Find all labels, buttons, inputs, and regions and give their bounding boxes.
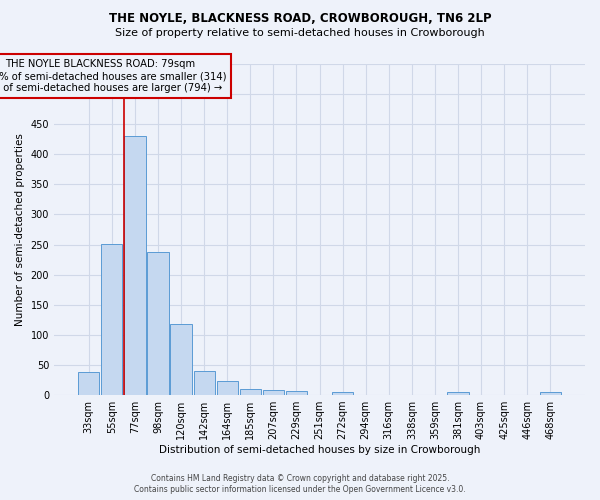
Bar bbox=[78, 372, 100, 395]
Y-axis label: Number of semi-detached properties: Number of semi-detached properties bbox=[15, 133, 25, 326]
Bar bbox=[286, 392, 307, 395]
Bar bbox=[148, 252, 169, 395]
Bar bbox=[332, 392, 353, 395]
Bar bbox=[448, 392, 469, 395]
Bar bbox=[239, 389, 261, 395]
Bar bbox=[263, 390, 284, 395]
Bar bbox=[124, 136, 146, 395]
Bar bbox=[101, 244, 122, 395]
Text: THE NOYLE BLACKNESS ROAD: 79sqm
← 27% of semi-detached houses are smaller (314)
: THE NOYLE BLACKNESS ROAD: 79sqm ← 27% of… bbox=[0, 60, 226, 92]
X-axis label: Distribution of semi-detached houses by size in Crowborough: Distribution of semi-detached houses by … bbox=[159, 445, 480, 455]
Bar bbox=[170, 324, 191, 395]
Bar bbox=[539, 392, 561, 395]
Text: Size of property relative to semi-detached houses in Crowborough: Size of property relative to semi-detach… bbox=[115, 28, 485, 38]
Bar bbox=[217, 381, 238, 395]
Text: THE NOYLE, BLACKNESS ROAD, CROWBOROUGH, TN6 2LP: THE NOYLE, BLACKNESS ROAD, CROWBOROUGH, … bbox=[109, 12, 491, 26]
Text: Contains HM Land Registry data © Crown copyright and database right 2025.
Contai: Contains HM Land Registry data © Crown c… bbox=[134, 474, 466, 494]
Bar bbox=[194, 371, 215, 395]
